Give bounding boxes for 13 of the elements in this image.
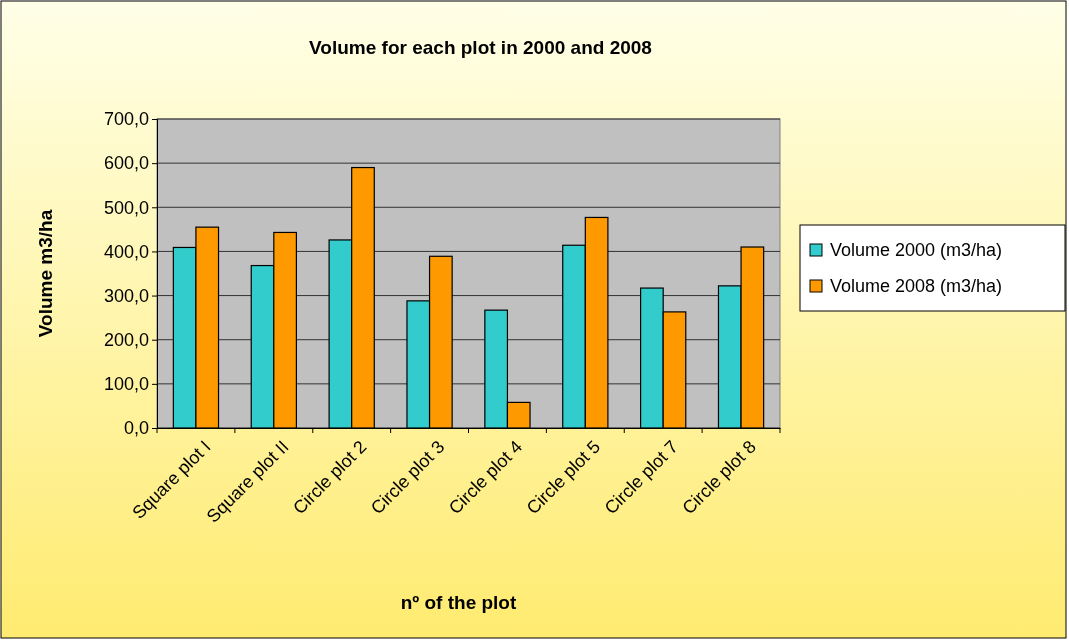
legend-label: Volume 2000 (m3/ha) <box>830 240 1003 260</box>
y-tick-label: 600,0 <box>103 153 149 174</box>
y-tick-label: 100,0 <box>103 374 149 395</box>
y-tick-label: 700,0 <box>103 109 149 130</box>
y-axis-title: Volume m3/ha <box>35 209 56 338</box>
y-tick-label: 400,0 <box>103 241 149 262</box>
y-tick-label: 300,0 <box>103 285 149 306</box>
chart-title: Volume for each plot in 2000 and 2008 <box>309 37 652 58</box>
legend-label: Volume 2008 (m3/ha) <box>830 276 1003 296</box>
y-tick-label: 0,0 <box>123 418 149 439</box>
y-tick-label: 500,0 <box>103 197 149 218</box>
y-tick-label: 200,0 <box>103 329 149 350</box>
x-axis-title: nº of the plot <box>400 592 517 613</box>
